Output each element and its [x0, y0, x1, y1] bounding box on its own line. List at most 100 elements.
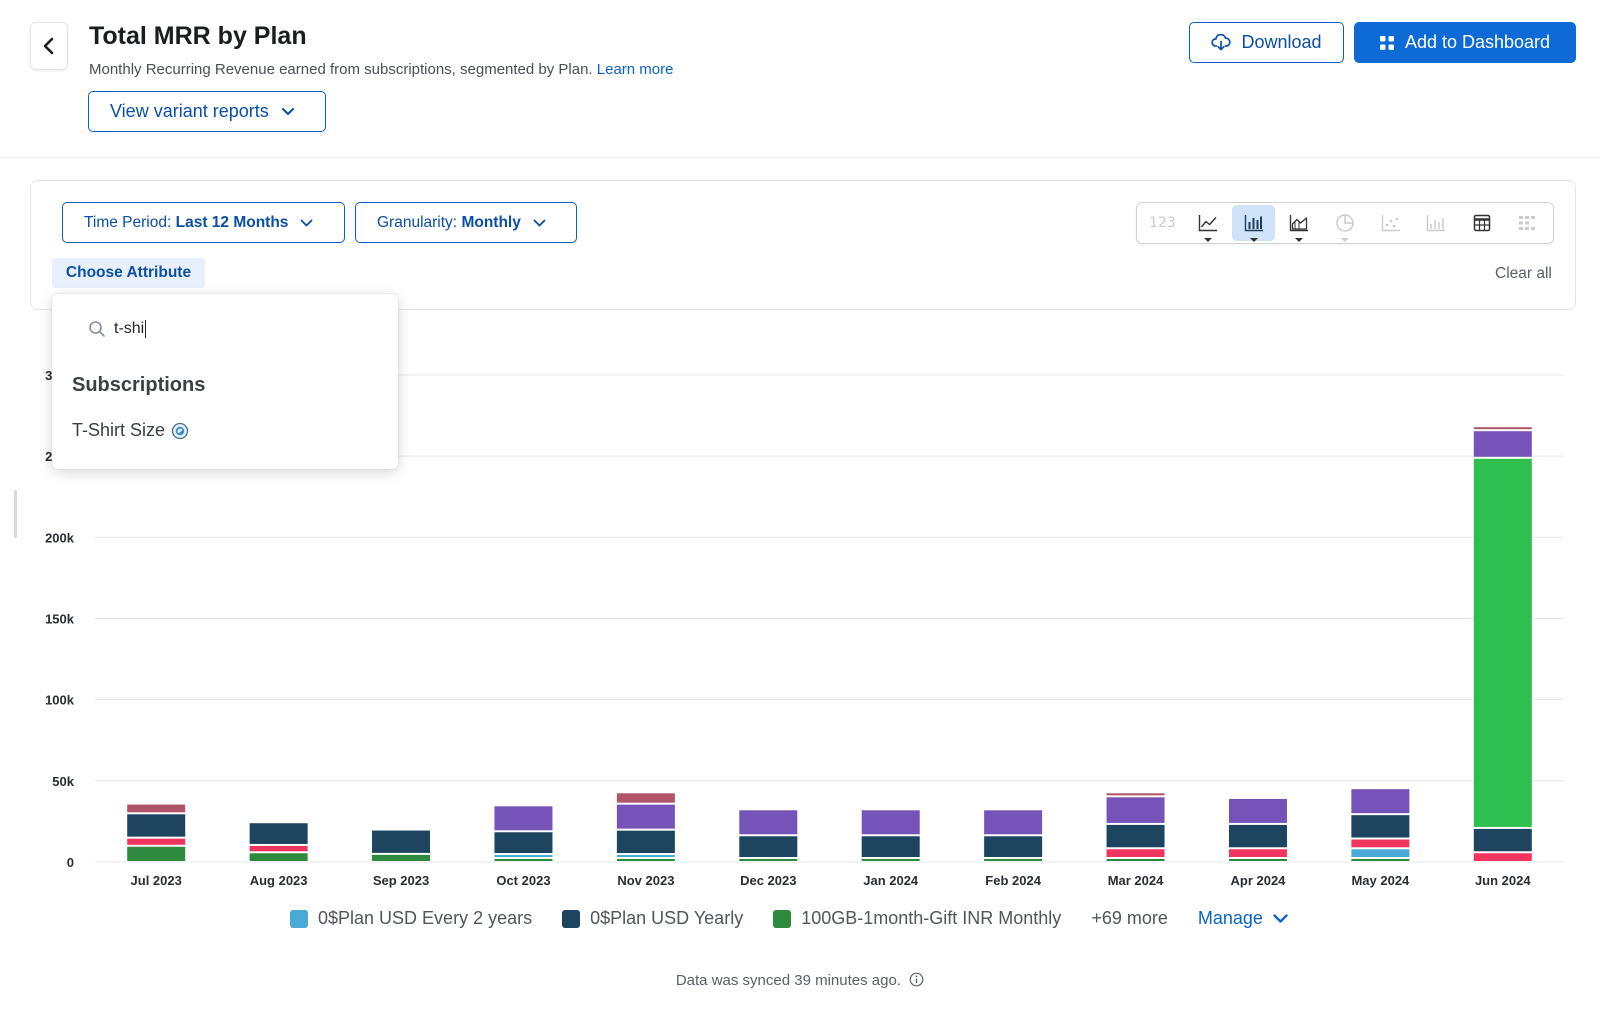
bar-segment	[984, 836, 1043, 857]
add-dashboard-label: Add to Dashboard	[1404, 32, 1551, 52]
bar-segment	[1106, 849, 1165, 857]
sync-status: Data was synced 39 minutes ago.	[0, 972, 1600, 989]
attribute-option-label: T-Shirt Size	[72, 420, 166, 440]
attribute-option[interactable]: T-Shirt Size	[72, 420, 189, 441]
header-divider	[0, 157, 1600, 158]
page-title: Total MRR by Plan	[89, 22, 307, 50]
bar-segment	[494, 859, 553, 861]
chart-type-stacked-bar[interactable]	[1232, 205, 1276, 242]
x-tick-label: Jun 2024	[1475, 873, 1531, 888]
y-tick-label: 50k	[52, 774, 74, 789]
x-tick-label: Oct 2023	[496, 873, 550, 888]
attribute-search-input[interactable]: t-shi	[114, 320, 147, 338]
bar-segment	[249, 823, 308, 844]
subtitle-text: Monthly Recurring Revenue earned from su…	[89, 61, 593, 78]
legend-swatch	[773, 909, 792, 928]
chart-type-scatter[interactable]	[1369, 205, 1412, 241]
bar-segment	[1106, 824, 1165, 848]
manage-legend-button[interactable]: Manage	[1198, 908, 1288, 929]
chart-type-pie[interactable]	[1324, 205, 1367, 242]
x-tick-label: Dec 2023	[740, 873, 796, 888]
bar-segment	[861, 810, 920, 835]
chart-type-line[interactable]	[1187, 205, 1230, 242]
bar-segment	[616, 804, 675, 829]
bar-segment	[1351, 839, 1410, 848]
scatter-chart-icon	[1381, 215, 1400, 232]
bar-segment	[861, 836, 920, 857]
chart-type-number[interactable]: 123	[1141, 205, 1184, 241]
bar-segment	[616, 830, 675, 853]
bar-segment	[1106, 859, 1165, 861]
legend-label: 0$Plan USD Every 2 years	[318, 908, 533, 928]
clear-all-link[interactable]: Clear all	[1495, 265, 1552, 282]
caret-down-icon	[1204, 238, 1212, 242]
granularity-label: Granularity:	[377, 213, 458, 231]
info-icon[interactable]	[909, 972, 924, 987]
x-tick-label: May 2024	[1351, 873, 1410, 888]
bar-segment	[739, 859, 798, 861]
caret-down-icon	[1341, 238, 1350, 242]
bar-segment	[372, 854, 431, 861]
legend-item[interactable]: 0$Plan USD Yearly	[562, 908, 743, 929]
bar-segment	[372, 830, 431, 853]
page-subtitle: Monthly Recurring Revenue earned from su…	[89, 61, 673, 78]
bar-segment	[1473, 828, 1532, 852]
legend-more[interactable]: +69 more	[1091, 908, 1168, 928]
bar-segment	[1473, 458, 1532, 827]
legend-swatch	[562, 909, 581, 928]
heatmap-icon	[1518, 216, 1535, 230]
time-period-value: Last 12 Months	[175, 213, 289, 231]
bar-segment	[1351, 815, 1410, 838]
bar-segment	[1106, 793, 1165, 796]
text-cursor	[145, 320, 147, 338]
choose-attribute-button[interactable]: Choose Attribute	[52, 258, 205, 288]
chart-type-selector: 123	[1136, 202, 1554, 244]
caret-down-icon	[1295, 238, 1304, 242]
bar-segment	[1351, 859, 1410, 861]
bar-segment	[1473, 431, 1532, 457]
legend-item[interactable]: 0$Plan USD Every 2 years	[290, 908, 532, 929]
bar-chart-icon	[1244, 215, 1263, 232]
line-chart-icon	[1198, 215, 1217, 232]
bar-segment	[616, 855, 675, 857]
bar-segment	[127, 838, 186, 845]
search-value: t-shi	[114, 320, 145, 338]
bar-segment	[1228, 798, 1287, 823]
view-variant-reports-button[interactable]: View variant reports	[88, 91, 326, 132]
add-to-dashboard-button[interactable]: Add to Dashboard	[1354, 22, 1576, 63]
chart-type-area[interactable]	[1278, 205, 1321, 242]
pie-chart-icon	[1336, 214, 1354, 232]
resize-handle[interactable]	[14, 490, 17, 538]
y-tick-label: 150k	[45, 612, 75, 627]
chart-legend: 0$Plan USD Every 2 years 0$Plan USD Year…	[290, 908, 1288, 929]
granularity-dropdown[interactable]: Granularity: Monthly	[355, 202, 577, 243]
time-period-label: Time Period:	[84, 213, 172, 231]
y-tick-label: 0	[67, 855, 74, 870]
x-tick-label: Nov 2023	[617, 873, 674, 888]
chevron-down-icon	[1273, 914, 1288, 923]
attribute-search[interactable]: t-shi	[88, 320, 147, 338]
bar-segment	[1351, 789, 1410, 814]
sync-text: Data was synced 39 minutes ago.	[675, 972, 901, 989]
download-button[interactable]: Download	[1189, 22, 1344, 63]
bar-segment	[1106, 797, 1165, 823]
search-icon	[89, 321, 105, 337]
histogram-icon	[1427, 215, 1446, 232]
legend-item[interactable]: 100GB-1month-Gift INR Monthly	[773, 908, 1061, 929]
y-tick-label: 200k	[45, 530, 75, 545]
time-period-dropdown[interactable]: Time Period: Last 12 Months	[62, 202, 345, 243]
learn-more-link[interactable]: Learn more	[596, 61, 674, 78]
x-tick-label: Aug 2023	[250, 873, 308, 888]
dashboard-grid-icon	[1379, 35, 1394, 50]
bar-segment	[616, 859, 675, 861]
chevron-down-icon	[533, 219, 546, 226]
back-button[interactable]	[30, 22, 68, 70]
bar-segment	[984, 810, 1043, 835]
chart-type-heatmap[interactable]	[1506, 205, 1549, 241]
time-period-text: Time Period: Last 12 Months	[84, 214, 288, 232]
bar-segment	[494, 806, 553, 831]
bar-segment	[127, 804, 186, 813]
chart-type-table[interactable]	[1461, 205, 1504, 241]
bar-segment	[1228, 849, 1287, 857]
chart-type-histogram[interactable]	[1415, 205, 1458, 241]
